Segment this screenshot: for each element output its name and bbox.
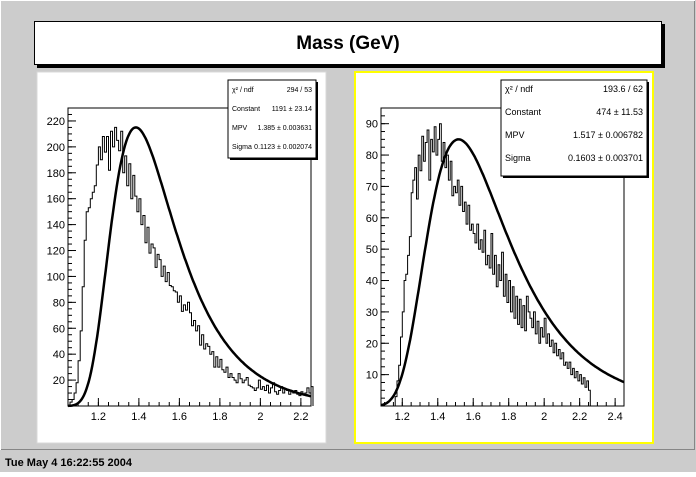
y-tick-label: 200 bbox=[47, 142, 65, 154]
y-tick-label: 40 bbox=[53, 349, 65, 361]
y-tick-label: 120 bbox=[47, 246, 65, 258]
y-tick-label: 220 bbox=[47, 116, 65, 128]
y-tick-label: 30 bbox=[366, 307, 378, 319]
stats-label: Constant bbox=[505, 107, 542, 117]
y-tick-label: 60 bbox=[366, 213, 378, 225]
y-tick-label: 90 bbox=[366, 119, 378, 131]
y-tick-label: 140 bbox=[47, 220, 65, 232]
stats-label: Sigma bbox=[232, 144, 252, 151]
stats-value: 1.385 ± 0.003631 bbox=[258, 125, 313, 132]
stats-box-frame bbox=[227, 79, 317, 159]
title-box: Mass (GeV) bbox=[34, 21, 662, 65]
x-tick-label: 2.4 bbox=[607, 411, 622, 423]
x-tick-label: 2.2 bbox=[293, 411, 308, 423]
stats-value: 0.1603 ± 0.003701 bbox=[568, 153, 643, 163]
x-tick-label: 1.8 bbox=[501, 411, 516, 423]
pad-right[interactable]: 1.2 1.4 1.6 1.8 2 2.2 2.4 10 20 30 40 50 60 70 80 90 χ² … bbox=[354, 71, 654, 444]
y-tick-label: 20 bbox=[366, 338, 378, 350]
page-title: Mass (GeV) bbox=[296, 33, 400, 54]
x-tick-label: 1.2 bbox=[91, 411, 106, 423]
pad-left[interactable]: 1.2 1.4 1.6 1.8 2 2.2 20 40 60 80 100 120 140 160 180 2… bbox=[36, 71, 327, 444]
stats-box: χ² / ndf 193.6 / 62 Constant 474 ± 11.53 MPV… bbox=[500, 79, 649, 178]
stats-box: χ² / ndf 294 / 53 Constant 1191 ± 23.14 MPV 1… bbox=[227, 79, 318, 160]
fit-curve bbox=[67, 126, 312, 408]
plot-area-right: 1.2 1.4 1.6 1.8 2 2.2 2.4 10 20 30 40 50 60 70 80 90 χ² … bbox=[366, 79, 649, 423]
y-tick-label: 80 bbox=[53, 297, 65, 309]
y-tick-label: 100 bbox=[47, 271, 65, 283]
fit-curve bbox=[380, 138, 625, 407]
y-tick-label: 60 bbox=[53, 323, 65, 335]
stats-label: χ² / ndf bbox=[505, 84, 533, 94]
y-tick-label: 50 bbox=[366, 244, 378, 256]
y-tick-label: 20 bbox=[53, 375, 65, 387]
x-tick-label: 1.4 bbox=[131, 411, 146, 423]
x-tick-label: 2 bbox=[257, 411, 263, 423]
x-tick-label: 1.6 bbox=[466, 411, 481, 423]
x-tick-label: 1.6 bbox=[172, 411, 187, 423]
x-tick-label: 2.2 bbox=[572, 411, 587, 423]
y-tick-label: 80 bbox=[366, 150, 378, 162]
y-tick-label: 10 bbox=[366, 370, 378, 382]
stats-label: χ² / ndf bbox=[232, 87, 254, 94]
x-tick-label: 1.8 bbox=[212, 411, 227, 423]
stats-value: 1191 ± 23.14 bbox=[272, 106, 312, 113]
y-tick-label: 70 bbox=[366, 181, 378, 193]
plot-area-left: 1.2 1.4 1.6 1.8 2 2.2 20 40 60 80 100 120 140 160 180 2… bbox=[47, 79, 318, 423]
stats-value: 1.517 ± 0.006782 bbox=[573, 130, 643, 140]
stats-box-frame bbox=[500, 79, 648, 177]
y-tick-label: 40 bbox=[366, 276, 378, 288]
stats-label: MPV bbox=[505, 130, 525, 140]
x-tick-label: 1.2 bbox=[395, 411, 410, 423]
x-tick-label: 2 bbox=[541, 411, 547, 423]
stats-value: 294 / 53 bbox=[287, 87, 312, 94]
stats-value: 193.6 / 62 bbox=[603, 84, 643, 94]
histogram-series bbox=[394, 123, 591, 406]
timestamp-footer: Tue May 4 16:22:55 2004 bbox=[5, 457, 132, 469]
stats-label: Constant bbox=[232, 106, 260, 113]
y-tick-label: 180 bbox=[47, 168, 65, 180]
stats-label: MPV bbox=[232, 125, 248, 132]
stats-value: 474 ± 11.53 bbox=[596, 107, 643, 117]
stats-label: Sigma bbox=[505, 153, 531, 163]
stats-value: 0.1123 ± 0.002074 bbox=[254, 144, 312, 151]
y-tick-label: 160 bbox=[47, 194, 65, 206]
x-tick-label: 1.4 bbox=[430, 411, 445, 423]
